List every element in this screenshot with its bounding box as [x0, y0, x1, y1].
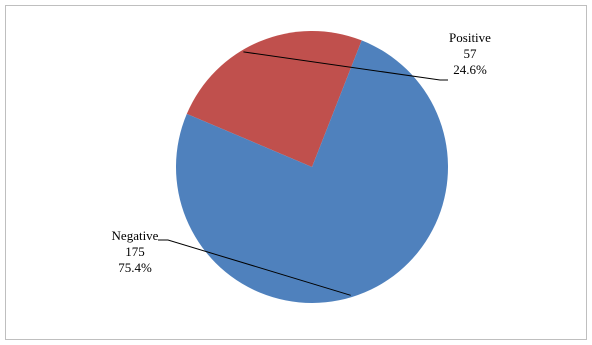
data-label-negative-value: 175 [125, 244, 145, 259]
pie-slice-positive [186, 31, 362, 168]
leader-line-negative [158, 239, 351, 296]
data-label-positive-value: 57 [464, 46, 478, 61]
data-label-positive-name: Positive [449, 30, 491, 45]
leader-lines [158, 51, 448, 296]
data-label-negative-name: Negative [112, 228, 159, 243]
data-label-negative: Negative 175 75.4% [112, 228, 159, 275]
leader-line-positive [243, 51, 448, 81]
pie-slices [175, 31, 448, 304]
pie-slice-negative [175, 40, 448, 304]
data-label-negative-percent: 75.4% [118, 260, 152, 275]
data-label-positive: Positive 57 24.6% [449, 30, 491, 77]
data-label-positive-percent: 24.6% [453, 62, 487, 77]
